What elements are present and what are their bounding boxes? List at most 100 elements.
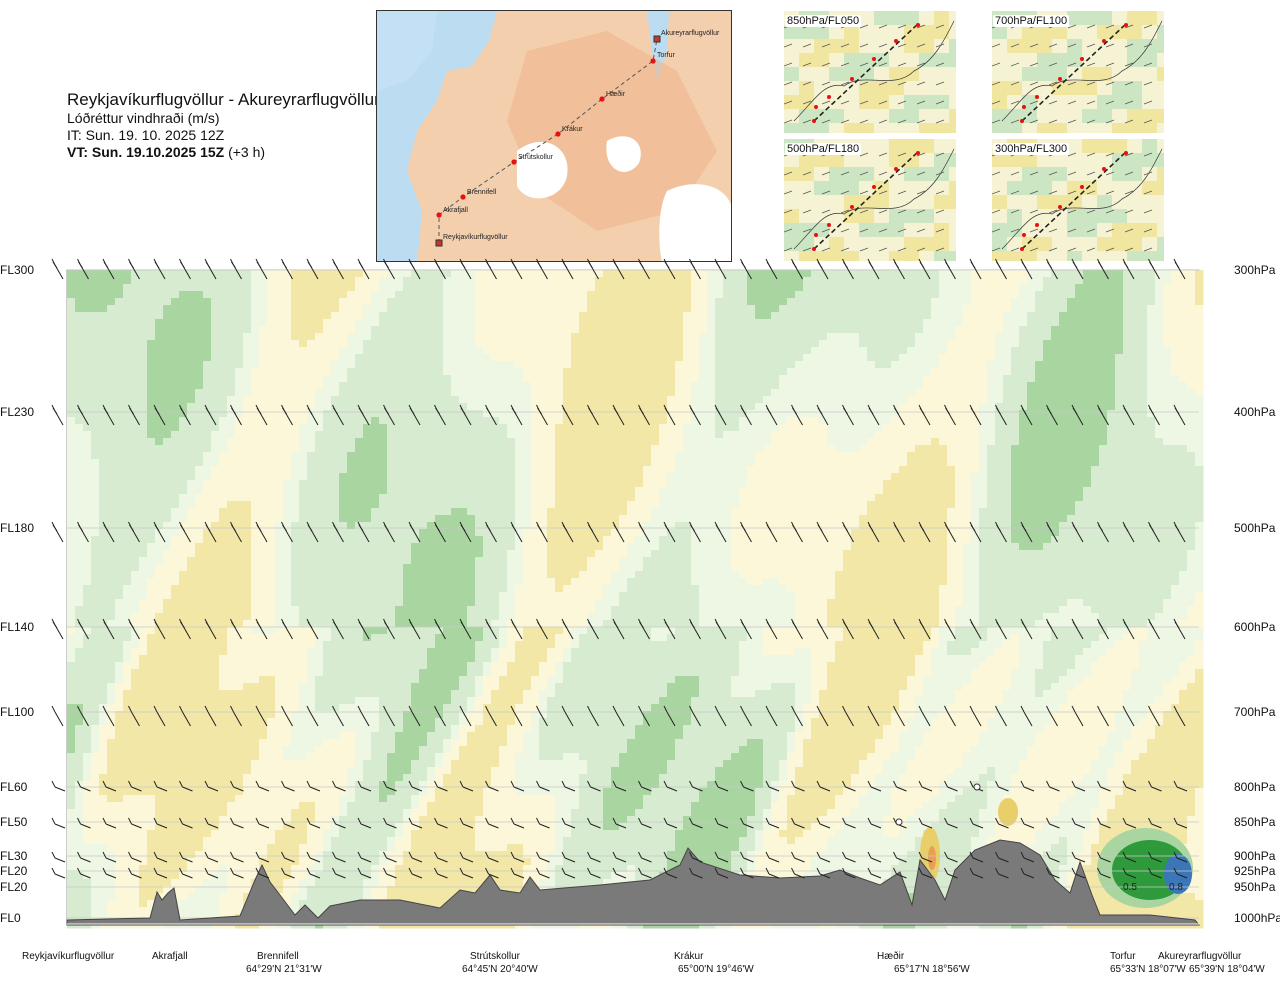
field-cell: [331, 382, 340, 390]
field-cell: [963, 354, 972, 362]
field-cell: [187, 438, 196, 446]
field-cell: [1163, 361, 1172, 369]
mini-map-850[interactable]: 850hPa/FL050: [784, 11, 956, 133]
field-cell: [363, 361, 372, 369]
field-cell: [643, 438, 652, 446]
field-cell: [875, 319, 884, 327]
field-cell: [451, 445, 460, 453]
mini-cell: [1022, 195, 1037, 209]
field-cell: [539, 438, 548, 446]
field-cell: [275, 389, 284, 397]
map-waypoint-label: Strútskollur: [518, 154, 554, 161]
field-cell: [219, 305, 228, 313]
field-cell: [963, 473, 972, 481]
field-cell: [307, 340, 316, 348]
field-cell: [315, 431, 324, 439]
field-cell: [1067, 305, 1076, 313]
field-cell: [859, 270, 868, 278]
field-cell: [555, 270, 564, 278]
mini-barb: [992, 43, 1001, 48]
field-cell: [1027, 354, 1036, 362]
field-cell: [611, 319, 620, 327]
field-cell: [227, 396, 236, 404]
field-cell: [867, 445, 876, 453]
field-cell: [715, 375, 724, 383]
field-cell: [1187, 382, 1196, 390]
field-cell: [675, 291, 684, 299]
field-cell: [131, 431, 140, 439]
field-cell: [1027, 326, 1036, 334]
field-cell: [739, 445, 748, 453]
mini-barb: [1124, 209, 1134, 214]
field-cell: [939, 340, 948, 348]
mini-cell: [1067, 11, 1082, 25]
field-cell: [531, 452, 540, 460]
field-cell: [179, 298, 188, 306]
field-cell: [419, 424, 428, 432]
mini-cell: [799, 67, 814, 81]
field-cell: [219, 375, 228, 383]
field-cell: [1155, 333, 1164, 341]
field-cell: [211, 459, 220, 467]
field-cell: [595, 333, 604, 341]
field-cell: [659, 389, 668, 397]
field-cell: [115, 305, 124, 313]
field-cell: [483, 410, 492, 418]
field-cell: [819, 382, 828, 390]
field-cell: [131, 396, 140, 404]
mini-map-700[interactable]: 700hPa/FL100: [992, 11, 1164, 133]
field-cell: [451, 368, 460, 376]
mini-barb: [992, 228, 1001, 233]
field-cell: [963, 340, 972, 348]
field-cell: [579, 361, 588, 369]
field-cell: [1003, 312, 1012, 320]
field-cell: [1067, 333, 1076, 341]
field-cell: [355, 291, 364, 299]
mini-barb: [1086, 24, 1096, 29]
field-cell: [819, 368, 828, 376]
field-cell: [323, 375, 332, 383]
mini-cell: [1067, 251, 1082, 261]
field-cell: [827, 375, 836, 383]
field-cell: [523, 431, 532, 439]
field-cell: [147, 361, 156, 369]
field-cell: [691, 333, 700, 341]
field-cell: [123, 354, 132, 362]
field-cell: [987, 270, 996, 278]
field-cell: [1027, 403, 1036, 411]
field-cell: [467, 431, 476, 439]
field-cell: [907, 312, 916, 320]
field-cell: [723, 424, 732, 432]
mini-waypoint: [812, 247, 816, 251]
mini-cell: [1082, 209, 1097, 223]
mini-cell: [814, 167, 829, 181]
mini-cell: [1007, 123, 1022, 133]
field-cell: [883, 452, 892, 460]
mini-map-300[interactable]: 300hPa/FL300: [992, 139, 1164, 261]
mini-map-500[interactable]: 500hPa/FL180: [784, 139, 956, 261]
field-cell: [979, 326, 988, 334]
field-cell: [299, 466, 308, 474]
mini-barb: [916, 81, 926, 86]
field-cell: [163, 403, 172, 411]
field-cell: [819, 305, 828, 313]
field-cell: [347, 270, 356, 278]
field-cell: [739, 291, 748, 299]
field-cell: [75, 375, 84, 383]
field-cell: [483, 452, 492, 460]
field-cell: [547, 312, 556, 320]
field-cell: [307, 326, 316, 334]
map-waypoint-label: Reykjavíkurflugvöllur: [443, 234, 508, 241]
field-cell: [411, 459, 420, 467]
field-cell: [979, 333, 988, 341]
field-cell: [1099, 473, 1108, 481]
field-cell: [339, 424, 348, 432]
field-cell: [427, 291, 436, 299]
field-cell: [787, 333, 796, 341]
field-cell: [283, 340, 292, 348]
field-cell: [883, 305, 892, 313]
field-cell: [355, 375, 364, 383]
field-cell: [1003, 382, 1012, 390]
field-cell: [1123, 298, 1132, 306]
field-cell: [139, 396, 148, 404]
